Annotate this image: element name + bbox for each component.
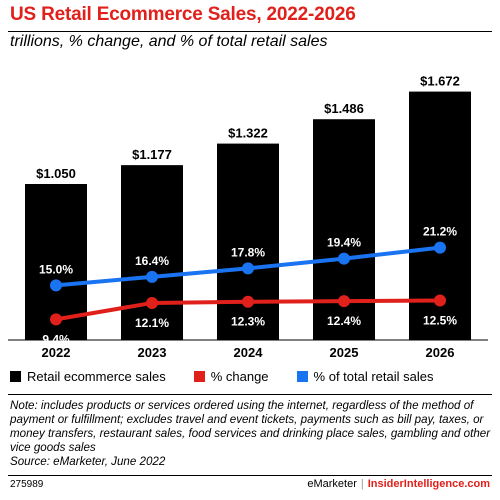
point-change-2023 <box>146 296 158 309</box>
site-name: InsiderIntelligence.com <box>367 478 490 490</box>
legend-label-share: % of total retail sales <box>313 368 434 384</box>
chart-title: US Retail Ecommerce Sales, 2022-2026 <box>10 4 356 25</box>
bar-2023 <box>121 165 183 340</box>
share-label-2023: 16.4% <box>135 254 169 268</box>
bar-value-label-2026: $1.672 <box>420 74 460 89</box>
chart-note: Note: includes products or services orde… <box>10 399 492 469</box>
brand-name: eMarketer <box>307 478 357 490</box>
bar-value-label-2024: $1.322 <box>228 126 268 141</box>
point-change-2026 <box>434 294 446 307</box>
footer-divider <box>8 475 492 476</box>
bar-value-label-2023: $1.177 <box>132 147 172 162</box>
footer-brand: eMarketer | InsiderIntelligence.com <box>307 478 490 490</box>
title-divider <box>8 31 492 32</box>
point-share-2026 <box>434 241 446 254</box>
share-label-2022: 15.0% <box>39 262 73 276</box>
bar-value-label-2022: $1.050 <box>36 166 76 181</box>
brand-separator: | <box>360 478 364 490</box>
change-label-2024: 12.3% <box>231 315 265 329</box>
x-tick-label-2025: 2025 <box>330 345 359 360</box>
chart-legend: Retail ecommerce sales % change % of tot… <box>10 366 462 386</box>
note-text: Note: includes products or services orde… <box>10 399 491 454</box>
point-change-2025 <box>338 295 350 308</box>
legend-swatch-sales <box>10 370 21 382</box>
bar-2024 <box>217 143 279 340</box>
point-share-2025 <box>338 252 350 265</box>
legend-item-sales: Retail ecommerce sales <box>10 369 166 384</box>
legend-swatch-change <box>193 370 205 382</box>
share-label-2025: 19.4% <box>327 236 361 250</box>
point-change-2024 <box>242 295 254 308</box>
point-share-2022 <box>50 279 62 292</box>
note-source: Source: eMarketer, June 2022 <box>10 455 166 468</box>
x-tick-label-2026: 2026 <box>426 345 455 360</box>
chart-subtitle: trillions, % change, and % of total reta… <box>10 33 328 50</box>
chart-id: 275989 <box>10 479 44 490</box>
x-tick-label-2024: 2024 <box>234 345 264 360</box>
chart-plot: $1.050 $1.177 $1.322 $1.486 $1.672 9.4% 12.1% 1… <box>8 74 488 360</box>
point-change-2022 <box>50 313 62 326</box>
x-tick-label-2023: 2023 <box>138 345 167 360</box>
x-tick-label-2022: 2022 <box>42 345 71 360</box>
bar-value-label-2025: $1.486 <box>324 101 364 116</box>
change-label-2022: 9.4% <box>42 332 70 346</box>
point-share-2023 <box>146 270 158 283</box>
change-label-2025: 12.4% <box>327 314 361 328</box>
legend-item-change: % change <box>193 368 269 384</box>
legend-divider <box>8 394 492 395</box>
legend-item-share: % of total retail sales <box>296 368 434 384</box>
legend-swatch-share <box>296 370 308 382</box>
legend-label-sales: Retail ecommerce sales <box>27 368 166 384</box>
point-share-2024 <box>242 262 254 275</box>
change-label-2026: 12.5% <box>423 314 457 328</box>
share-label-2024: 17.8% <box>231 245 265 259</box>
share-label-2026: 21.2% <box>423 225 457 239</box>
legend-label-change: % change <box>210 368 269 384</box>
change-label-2023: 12.1% <box>135 316 169 330</box>
